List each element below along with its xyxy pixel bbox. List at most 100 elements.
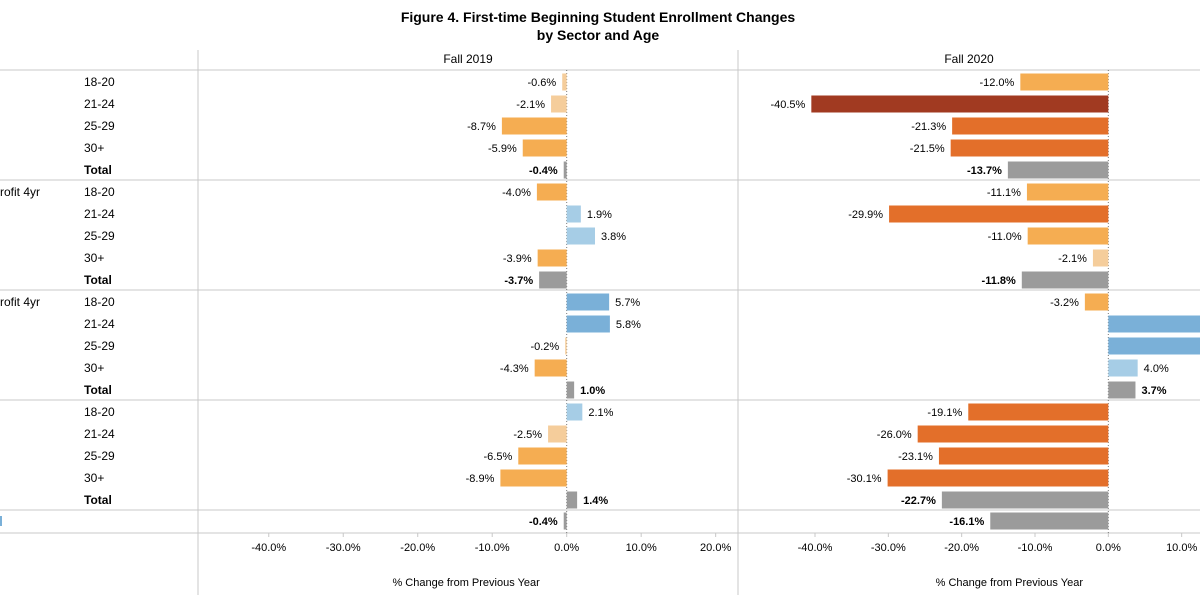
bar-label-0-1-0: -4.0% bbox=[502, 187, 531, 199]
chart-title-line-1: Figure 4. First-time Beginning Student E… bbox=[401, 9, 796, 25]
bar-0-1-0 bbox=[536, 183, 567, 201]
chart-title-line-2: by Sector and Age bbox=[537, 27, 660, 43]
bar-0-0-4 bbox=[563, 161, 567, 179]
row-label-3-4: Total bbox=[84, 493, 112, 507]
row-label-1-2: 25-29 bbox=[84, 229, 115, 243]
bar-1-3-3 bbox=[887, 469, 1109, 487]
bar-0-3-1 bbox=[548, 425, 567, 443]
bar-label-0-2-0: 5.7% bbox=[615, 297, 640, 309]
bar-1-1-2 bbox=[1027, 227, 1109, 245]
row-label-3-0: 18-20 bbox=[84, 405, 115, 419]
bar-label-1-1-0: -11.1% bbox=[987, 187, 1021, 199]
bar-label-0-2-1: 5.8% bbox=[616, 319, 641, 331]
bar-1-0-3 bbox=[950, 139, 1109, 157]
bar-0-1-2 bbox=[566, 227, 595, 245]
row-label-2-0: 18-20 bbox=[84, 295, 115, 309]
bar-1-1-1 bbox=[889, 205, 1109, 223]
bar-0-2-1 bbox=[566, 315, 610, 333]
row-label-0-4: Total bbox=[84, 163, 112, 177]
x-axis-label-1: % Change from Previous Year bbox=[936, 577, 1084, 589]
row-label-1-4: Total bbox=[84, 273, 112, 287]
bar-label-0-0-0: -0.6% bbox=[527, 77, 556, 89]
bar-0-4-0 bbox=[563, 512, 567, 530]
bar-1-2-3 bbox=[1108, 359, 1138, 377]
bar-label-1-0-3: -21.5% bbox=[910, 143, 945, 155]
bar-label-0-1-4: -3.7% bbox=[504, 275, 533, 287]
row-label-0-2: 25-29 bbox=[84, 119, 115, 133]
bar-1-3-0 bbox=[968, 403, 1109, 421]
panel-header-0: Fall 2019 bbox=[443, 52, 493, 66]
bar-label-1-3-4: -22.7% bbox=[901, 495, 936, 507]
tick-label-0-3: -10.0% bbox=[475, 542, 510, 554]
bar-1-1-0 bbox=[1026, 183, 1109, 201]
bar-0-0-2 bbox=[501, 117, 567, 135]
bar-1-3-4 bbox=[941, 491, 1109, 509]
row-label-2-1: 21-24 bbox=[84, 317, 115, 331]
row-label-0-1: 21-24 bbox=[84, 97, 115, 111]
bar-label-1-1-2: -11.0% bbox=[988, 231, 1022, 243]
tick-label-0-4: 0.0% bbox=[554, 542, 579, 554]
bar-label-1-2-4: 3.7% bbox=[1141, 385, 1166, 397]
bar-1-2-0 bbox=[1084, 293, 1109, 311]
bar-label-1-0-2: -21.3% bbox=[911, 121, 946, 133]
bar-1-3-2 bbox=[938, 447, 1109, 465]
bar-label-0-3-1: -2.5% bbox=[513, 429, 542, 441]
bar-1-0-0 bbox=[1020, 73, 1109, 91]
tick-label-1-4: 0.0% bbox=[1096, 542, 1121, 554]
tick-label-1-0: -40.0% bbox=[798, 542, 833, 554]
row-label-3-3: 30+ bbox=[84, 471, 104, 485]
bar-label-0-3-0: 2.1% bbox=[588, 407, 613, 419]
bar-label-1-3-3: -30.1% bbox=[847, 473, 882, 485]
bar-0-3-0 bbox=[566, 403, 583, 421]
bar-label-1-0-1: -40.5% bbox=[770, 99, 805, 111]
group-label-2: rofit 4yr bbox=[0, 295, 40, 309]
bar-label-1-1-1: -29.9% bbox=[848, 209, 883, 221]
row-label-2-3: 30+ bbox=[84, 361, 104, 375]
bar-0-0-0 bbox=[562, 73, 567, 91]
row-label-0-3: 30+ bbox=[84, 141, 104, 155]
bar-label-0-3-2: -6.5% bbox=[484, 451, 513, 463]
bar-label-0-0-3: -5.9% bbox=[488, 143, 517, 155]
bar-1-0-2 bbox=[952, 117, 1109, 135]
bar-label-1-3-1: -26.0% bbox=[877, 429, 912, 441]
bar-label-0-2-3: -4.3% bbox=[500, 363, 529, 375]
bar-1-4-0 bbox=[990, 512, 1109, 530]
row-label-2-2: 25-29 bbox=[84, 339, 115, 353]
overall-marker bbox=[0, 516, 2, 526]
bar-1-0-1 bbox=[811, 95, 1109, 113]
bar-0-2-4 bbox=[566, 381, 575, 399]
row-label-3-1: 21-24 bbox=[84, 427, 115, 441]
tick-label-1-3: -10.0% bbox=[1018, 542, 1053, 554]
bar-0-0-1 bbox=[551, 95, 567, 113]
tick-label-1-2: -20.0% bbox=[944, 542, 979, 554]
bar-label-0-3-3: -8.9% bbox=[466, 473, 495, 485]
x-axis-label-0: % Change from Previous Year bbox=[392, 577, 540, 589]
bar-0-2-0 bbox=[566, 293, 610, 311]
bar-label-0-0-2: -8.7% bbox=[467, 121, 496, 133]
bar-0-3-4 bbox=[566, 491, 578, 509]
bar-1-1-3 bbox=[1092, 249, 1109, 267]
tick-label-0-5: 10.0% bbox=[626, 542, 657, 554]
bar-label-0-2-4: 1.0% bbox=[580, 385, 605, 397]
panel-header-1: Fall 2020 bbox=[944, 52, 994, 66]
bar-1-0-4 bbox=[1007, 161, 1109, 179]
bar-label-0-1-3: -3.9% bbox=[503, 253, 532, 265]
bar-label-1-4-0: -16.1% bbox=[949, 516, 984, 528]
bar-label-0-2-2: -0.2% bbox=[530, 341, 559, 353]
bar-label-1-0-4: -13.7% bbox=[967, 165, 1002, 177]
row-label-1-1: 21-24 bbox=[84, 207, 115, 221]
bar-1-2-1 bbox=[1108, 315, 1200, 333]
row-label-0-0: 18-20 bbox=[84, 75, 115, 89]
bar-1-2-4 bbox=[1108, 381, 1136, 399]
group-label-1: rofit 4yr bbox=[0, 185, 40, 199]
bar-label-1-1-4: -11.8% bbox=[982, 275, 1016, 287]
bar-0-1-1 bbox=[566, 205, 581, 223]
tick-label-0-0: -40.0% bbox=[251, 542, 286, 554]
bar-label-1-0-0: -12.0% bbox=[979, 77, 1014, 89]
bar-1-2-2 bbox=[1108, 337, 1200, 355]
row-label-1-3: 30+ bbox=[84, 251, 104, 265]
bar-label-0-0-4: -0.4% bbox=[529, 165, 558, 177]
bar-0-3-2 bbox=[518, 447, 567, 465]
bar-label-0-1-2: 3.8% bbox=[601, 231, 626, 243]
